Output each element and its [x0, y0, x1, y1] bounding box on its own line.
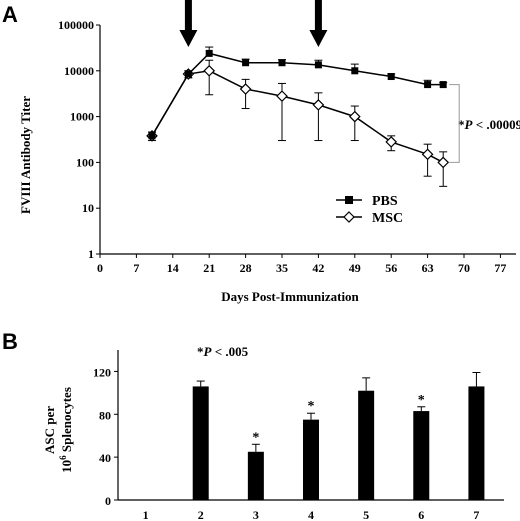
- significance-star-3: *: [252, 430, 259, 445]
- panel-a-x-tick-label: 35: [276, 261, 288, 275]
- panel-b-x-tick-label: 3: [253, 508, 259, 521]
- panel-a-x-tick-label: 56: [385, 261, 397, 275]
- panel-a-y-tick-label: 100: [76, 155, 94, 169]
- data-point-msc: [239, 83, 252, 95]
- data-point-pbs: [424, 81, 432, 89]
- series-line-pbs: [151, 52, 444, 137]
- panel-a-y-tick-label: 10: [82, 201, 94, 215]
- data-point-pbs: [278, 59, 286, 67]
- panel-a-x-tick-label: 14: [167, 261, 179, 275]
- legend-msc-label: MSC: [372, 211, 403, 226]
- panel-b-x-tick-label: 7: [473, 508, 479, 521]
- panel-a-xlabel: Days Post-Immunization: [221, 289, 359, 304]
- data-point-pbs: [439, 81, 447, 89]
- panel-b-x-tick-label: 4: [308, 508, 314, 521]
- bar-4: [303, 419, 319, 500]
- bar-6: [413, 411, 430, 500]
- panel-b-x-tick-label: 1: [143, 508, 149, 521]
- bar-7: [468, 386, 485, 500]
- panel-b-chart: 0 40 80 120 1 2 3 * 4 * 5 6 * 7: [93, 350, 504, 521]
- panel-a-x-tick-label: 42: [312, 261, 324, 275]
- data-point-msc: [203, 64, 216, 77]
- bar-3: [247, 451, 264, 500]
- data-point-pbs: [205, 49, 213, 57]
- panel-b-y-tick-label: 120: [93, 365, 111, 379]
- data-point-msc: [421, 148, 434, 161]
- panel-b-x-tick-label: 6: [418, 508, 424, 521]
- panel-a-ylabel: FVIII Antibody Titer: [18, 96, 33, 214]
- significance-bracket: [449, 84, 460, 163]
- arrow-head: [309, 30, 328, 47]
- series-line-msc: [151, 70, 444, 164]
- panel-b-ylabel-line2: 106 Splenocytes: [58, 387, 74, 473]
- panel-b-y-tick-label: 40: [99, 451, 111, 465]
- panel-b-annotation: *P < .005: [197, 344, 249, 359]
- legend-pbs-label: PBS: [372, 194, 398, 209]
- bar-2: [192, 386, 209, 500]
- panel-a-y-tick-label: 1000: [70, 110, 94, 124]
- panel-a-chart: 1 10 100 1000 10000 100000 0 7 14 21 28 35 42 49 56 63 7…: [58, 0, 516, 275]
- data-point-pbs: [351, 67, 359, 75]
- arrow-head: [179, 30, 198, 47]
- panel-a-x-tick-label: 28: [240, 261, 252, 275]
- significance-star-6: *: [418, 393, 425, 408]
- panel-a-x-tick-label: 21: [203, 261, 215, 275]
- panel-a-x-tick-label: 0: [97, 261, 103, 275]
- panel-b-y-tick-label: 80: [99, 408, 111, 422]
- panel-a-annotation: *P < .00009: [458, 117, 520, 132]
- panel-a-legend: PBS MSC: [336, 194, 403, 226]
- data-point-pbs: [314, 61, 322, 69]
- panel-a-x-tick-label: 63: [422, 261, 434, 275]
- panel-a-x-tick-label: 7: [133, 261, 139, 275]
- legend-pbs-marker: [345, 196, 353, 204]
- bar-5: [358, 390, 375, 500]
- data-point-pbs: [387, 73, 395, 81]
- panel-a-x-tick-label: 77: [494, 261, 506, 275]
- data-point-msc: [348, 110, 361, 123]
- panel-b-ylabel-line1: ASC per: [42, 406, 57, 454]
- data-point-msc: [276, 90, 288, 102]
- panel-a-x-tick-label: 70: [458, 261, 470, 275]
- panel-b-y-tick-label: 0: [105, 494, 111, 508]
- panel-a-label: A: [2, 2, 18, 27]
- data-point-msc: [312, 99, 325, 111]
- data-point-msc: [437, 156, 450, 169]
- arrow-shaft: [184, 0, 192, 32]
- data-point-msc: [385, 136, 398, 148]
- data-point-pbs: [148, 132, 156, 140]
- arrow-shaft: [314, 0, 322, 32]
- panel-a-y-tick-label: 100000: [58, 18, 94, 32]
- panel-a-y-tick-label: 1: [88, 247, 94, 261]
- panel-b-x-tick-label: 5: [363, 508, 369, 521]
- legend-msc-marker: [343, 211, 355, 223]
- data-point-pbs: [184, 70, 192, 78]
- panel-b-x-tick-label: 2: [198, 508, 204, 521]
- panel-a-x-tick-label: 49: [349, 261, 361, 275]
- significance-star-4: *: [308, 399, 315, 414]
- panel-b-label: B: [2, 329, 18, 354]
- data-point-pbs: [242, 59, 250, 67]
- panel-a-y-tick-label: 10000: [64, 64, 94, 78]
